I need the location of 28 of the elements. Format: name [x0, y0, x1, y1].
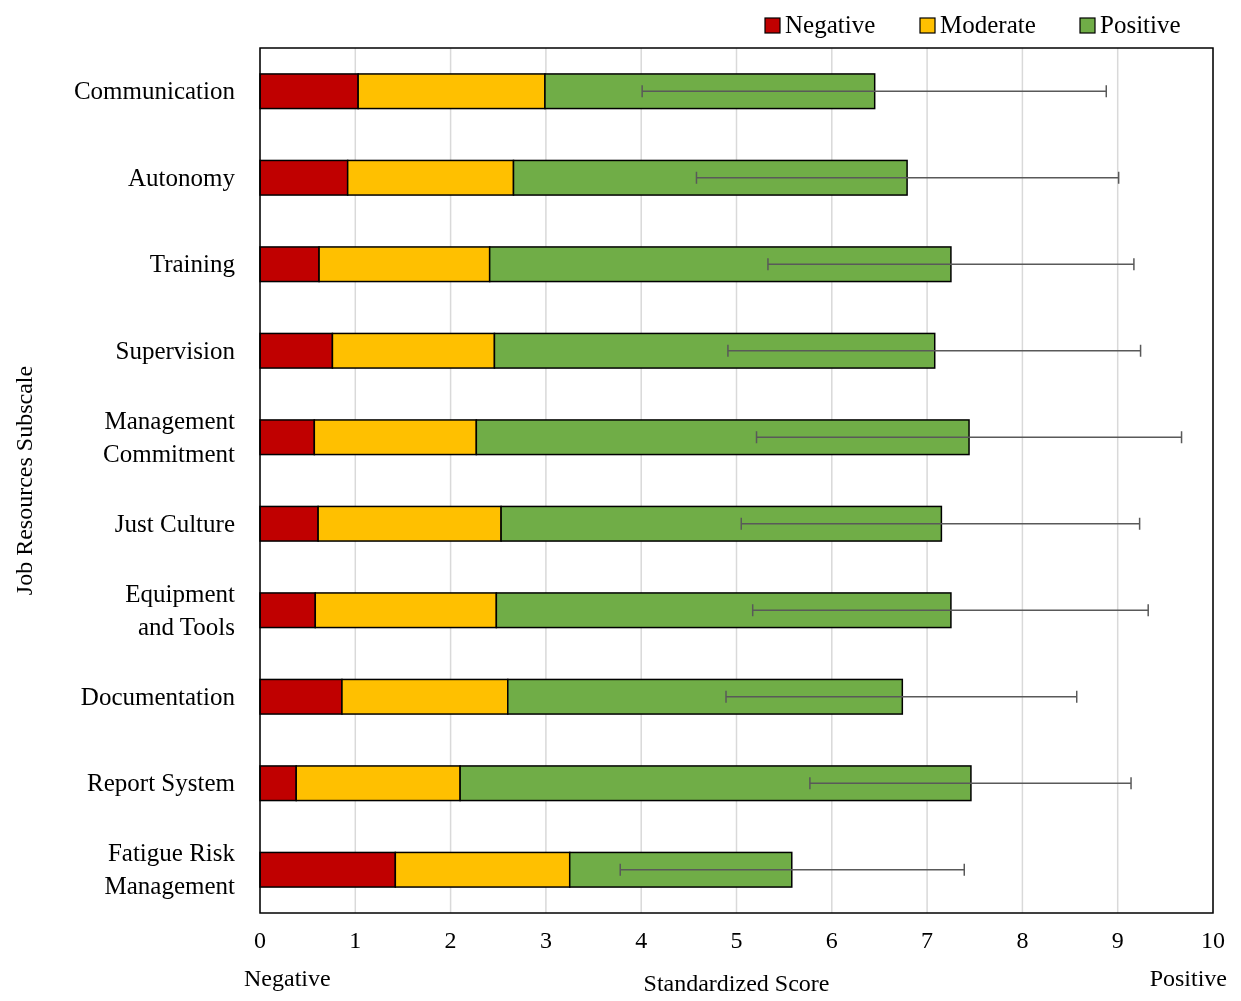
- y-tick-label: Training: [149, 250, 236, 278]
- y-tick-label: Communication: [73, 77, 236, 105]
- x-tick-label: 4: [635, 927, 648, 953]
- y-tick-label: Documentation: [80, 682, 236, 710]
- y-axis-title: Job Resources Subscale: [11, 365, 37, 596]
- y-tick-label: Supervision: [115, 336, 236, 364]
- x-tick-label: 0: [254, 927, 266, 953]
- legend-label: Negative: [785, 11, 876, 38]
- y-tick-label: Report System: [87, 769, 236, 797]
- x-tick-label: 1: [349, 927, 362, 953]
- y-tick-label: Equipment and Tools: [125, 579, 236, 640]
- x-tick-label: 7: [921, 927, 934, 953]
- x-tick-label: 5: [730, 927, 743, 953]
- x-tick-label: 9: [1111, 927, 1124, 953]
- x-tick-label: 6: [825, 927, 838, 953]
- legend-label: Positive: [1100, 11, 1181, 38]
- legend-label: Moderate: [940, 11, 1036, 38]
- x-tick-label: 8: [1016, 927, 1029, 953]
- y-tick-label: Autonomy: [128, 163, 236, 191]
- y-tick-label: Just Culture: [114, 509, 235, 537]
- y-tick-label: Fatigue Risk Management: [104, 839, 236, 900]
- x-tick-label: 3: [539, 927, 552, 953]
- text: Positive: [1149, 965, 1227, 991]
- x-tick-label: 10: [1201, 927, 1225, 953]
- y-tick-label: Management Commitment: [103, 406, 236, 467]
- x-tick-label: 2: [444, 927, 457, 953]
- x-axis-title: Standardized Score: [643, 970, 830, 996]
- text: Negative: [244, 965, 331, 991]
